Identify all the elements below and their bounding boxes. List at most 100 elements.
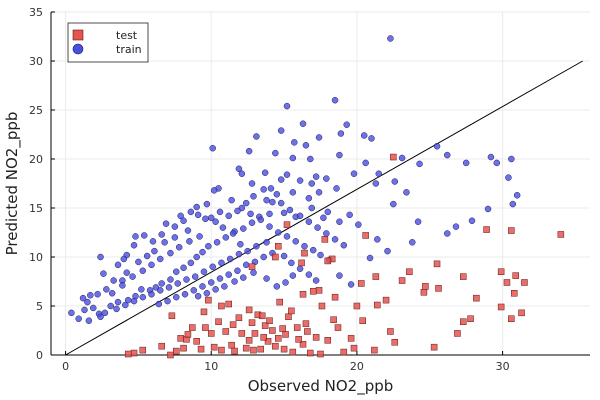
train-point (114, 261, 122, 269)
test-point (180, 344, 187, 352)
train-point (191, 273, 199, 280)
train-point (368, 135, 375, 142)
legend-train-marker (72, 43, 84, 55)
train-point (173, 293, 180, 301)
train-point (509, 200, 517, 208)
test-point (331, 293, 339, 301)
train-point (181, 290, 189, 298)
test-point (293, 324, 301, 331)
train-point (398, 154, 406, 162)
test-point (184, 331, 192, 338)
train-point (280, 209, 288, 217)
train-point (177, 212, 184, 220)
train-point (296, 177, 304, 184)
train-point (157, 255, 164, 263)
test-point (298, 259, 305, 267)
train-point (355, 221, 362, 228)
test-point (280, 345, 288, 353)
train-point (302, 142, 310, 149)
test-point (508, 315, 515, 322)
test-point (304, 328, 311, 335)
test-point (435, 285, 442, 292)
test-point (318, 302, 326, 310)
test-point (231, 347, 238, 355)
test-point (177, 335, 184, 342)
train-point (162, 220, 170, 227)
test-point (276, 298, 283, 306)
train-point (289, 154, 297, 162)
train-point (390, 200, 397, 208)
train-point (403, 189, 410, 196)
train-point (331, 96, 339, 104)
test-point (207, 330, 215, 337)
test-point (371, 346, 378, 354)
train-point (139, 267, 147, 274)
train-point (312, 277, 320, 284)
test-point (460, 318, 467, 325)
train-point (123, 269, 131, 276)
train-point (462, 159, 470, 167)
train-point (286, 206, 294, 214)
test-point (315, 287, 323, 294)
test-point (512, 272, 519, 279)
test-point (266, 317, 273, 324)
train-point (305, 271, 313, 278)
train-point (307, 155, 314, 163)
train-point (433, 143, 441, 150)
train-point (210, 187, 218, 194)
train-point (238, 170, 246, 177)
train-point (84, 298, 91, 306)
train-point (85, 317, 93, 324)
legend-test-marker (72, 29, 84, 41)
train-point (391, 178, 399, 185)
test-point (257, 345, 265, 353)
test-point (225, 300, 232, 308)
train-point (513, 192, 521, 199)
train-point (505, 174, 512, 181)
train-point (484, 205, 492, 213)
train-point (247, 210, 254, 218)
train-point (216, 275, 224, 282)
test-point (218, 346, 225, 354)
test-point (324, 257, 332, 265)
train-point (375, 170, 383, 177)
train-point (151, 247, 158, 255)
train-point (452, 223, 460, 230)
test-point (238, 330, 246, 337)
test-point (497, 268, 505, 275)
test-point (347, 335, 355, 342)
train-point (253, 133, 260, 140)
train-point (103, 286, 110, 293)
train-point (277, 127, 285, 134)
test-point (382, 296, 390, 304)
train-point (387, 35, 394, 42)
train-point (202, 215, 209, 223)
train-point (234, 207, 241, 215)
train-point (272, 149, 279, 157)
train-point (158, 280, 165, 287)
y-tick-label: 5 (36, 300, 43, 313)
test-point (242, 344, 250, 352)
train-point (305, 194, 313, 202)
train-point (245, 147, 253, 155)
train-point (194, 211, 202, 219)
test-point (124, 350, 132, 358)
test-point (317, 350, 324, 358)
train-point (340, 241, 348, 249)
y-tick-label: 25 (29, 104, 43, 117)
train-point (97, 313, 104, 321)
train-point (165, 284, 173, 291)
test-point (299, 290, 307, 298)
train-point (199, 283, 206, 290)
train-point (81, 306, 88, 314)
y-tick-label: 30 (29, 55, 43, 68)
test-point (222, 328, 230, 335)
train-point (308, 204, 316, 212)
train-point (296, 212, 304, 220)
train-point (68, 309, 75, 317)
test-point (467, 315, 474, 322)
train-point (231, 278, 238, 285)
train-point (253, 242, 260, 250)
x-tick-label: 0 (62, 360, 69, 373)
train-point (193, 203, 200, 211)
